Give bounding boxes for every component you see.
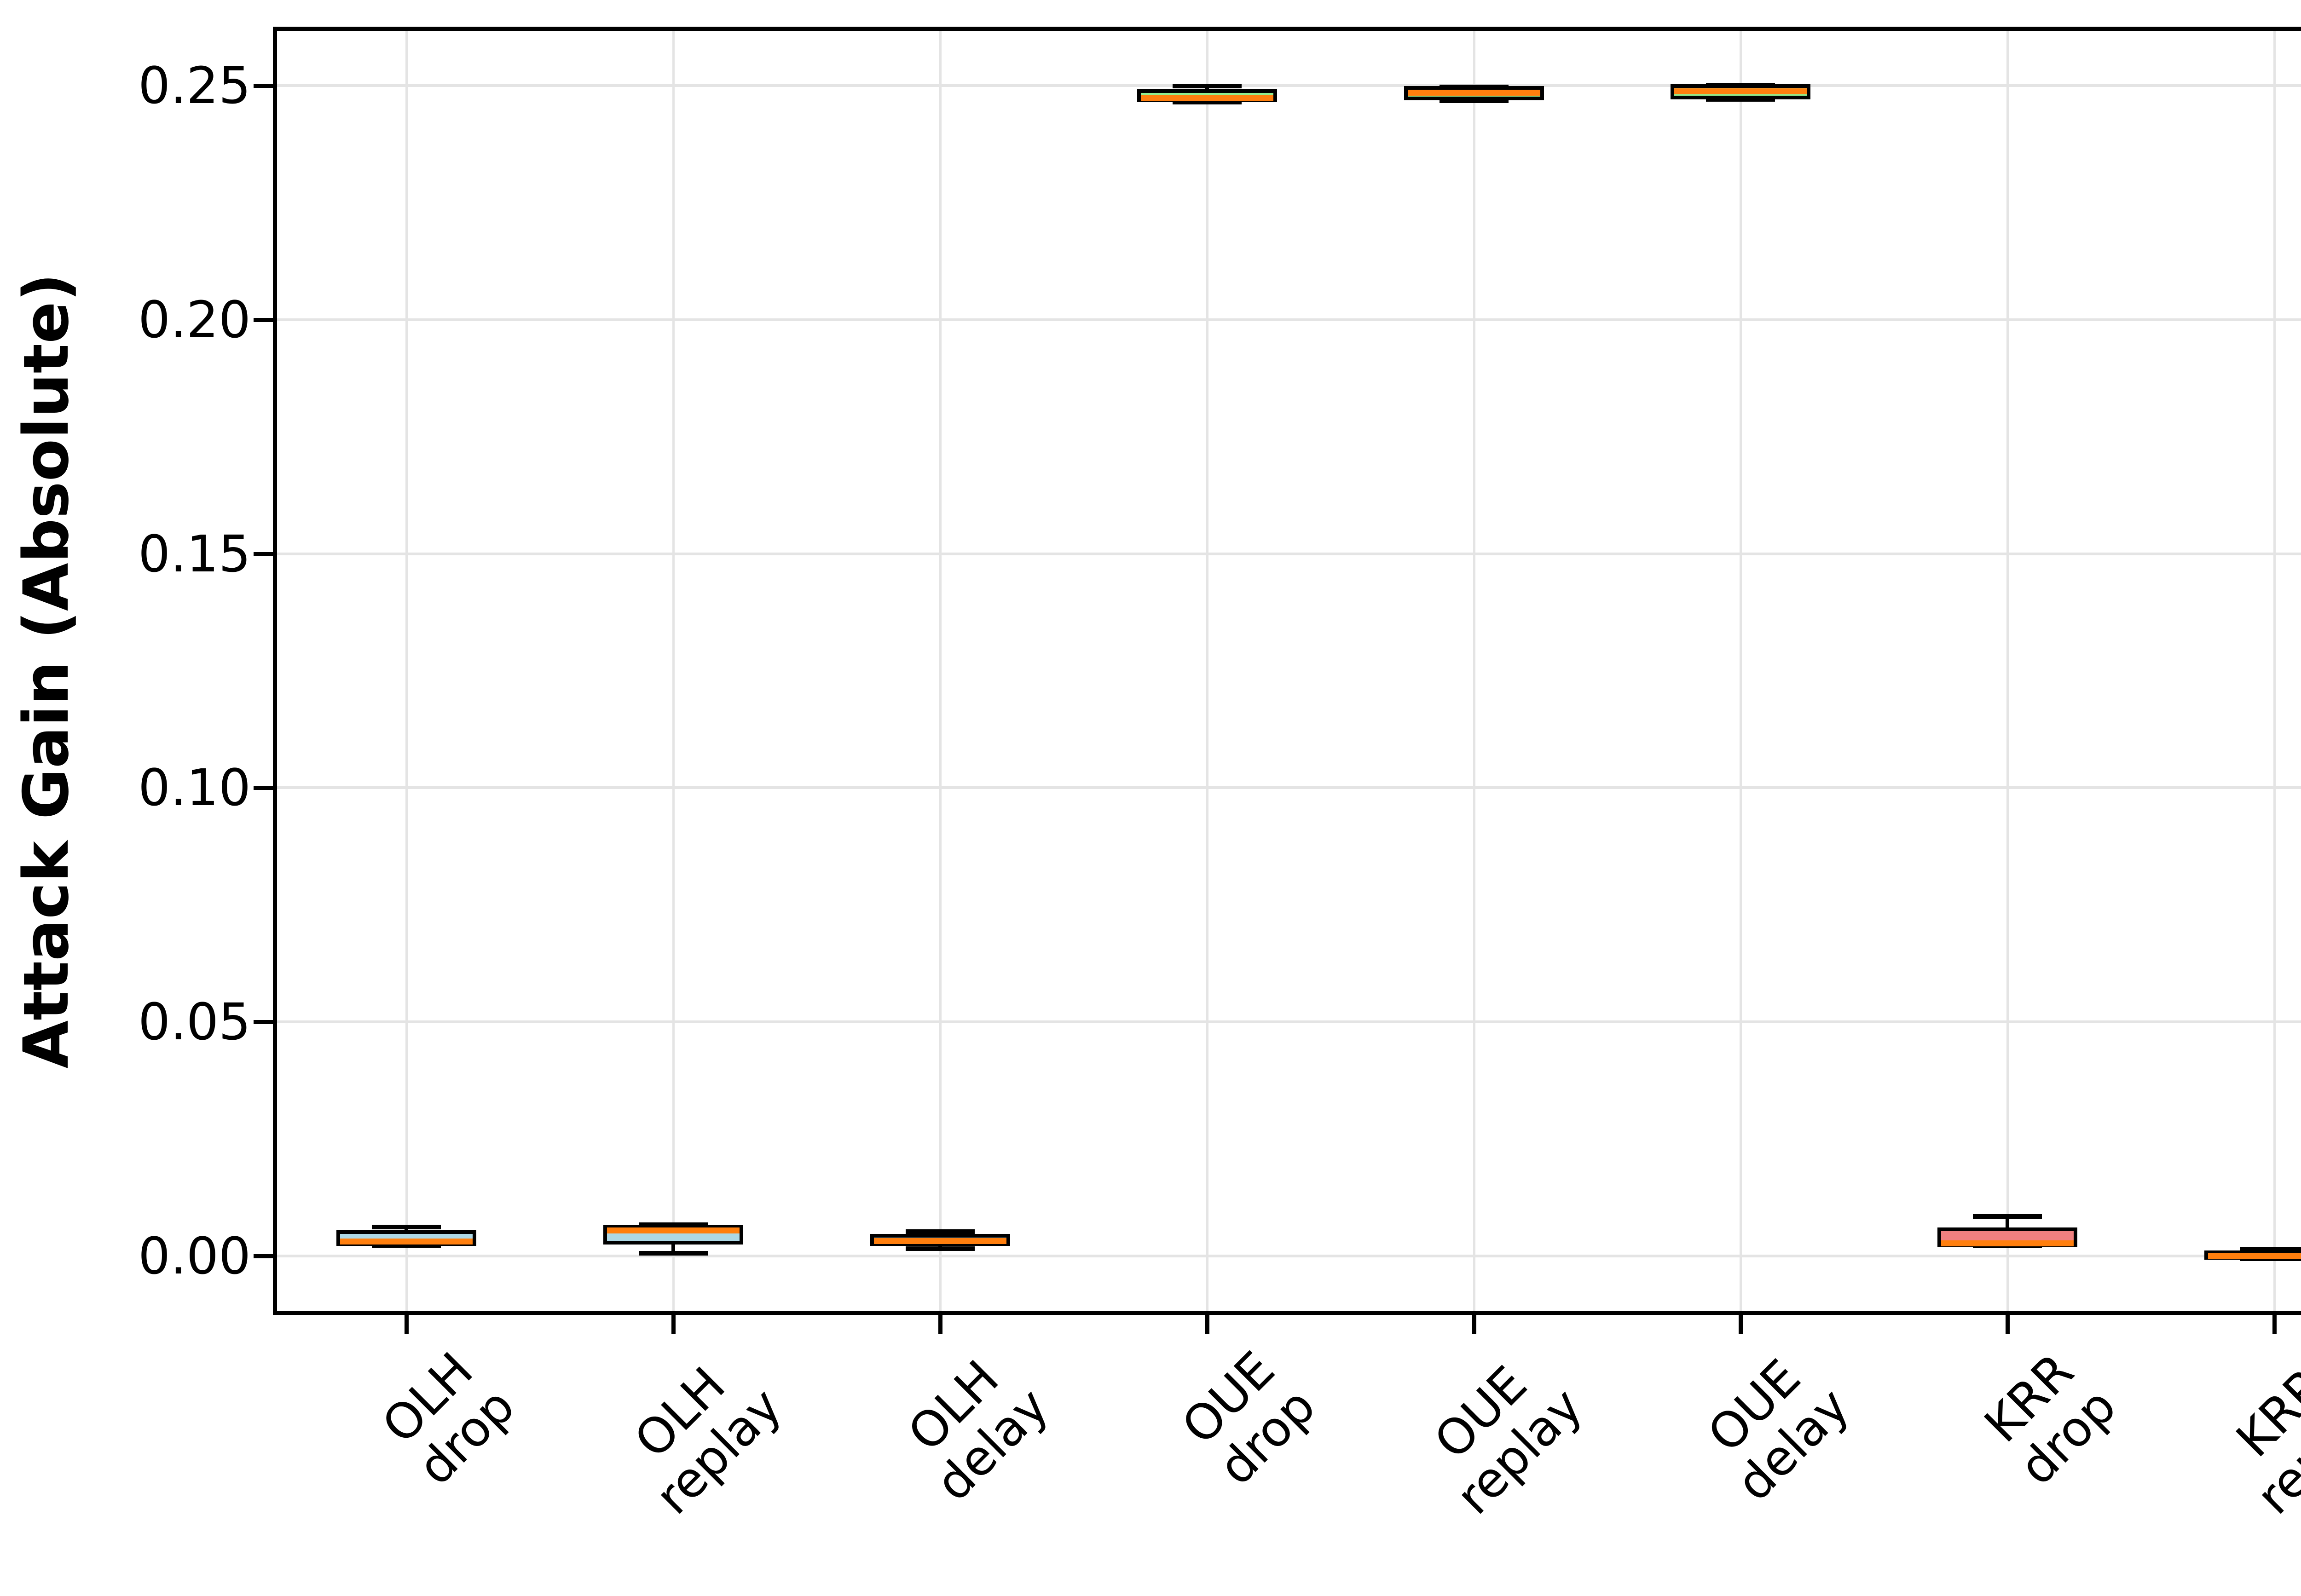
median-line: [1674, 88, 1807, 95]
gridline-vertical: [672, 31, 675, 1311]
y-tick: [254, 1020, 273, 1025]
box-edge-left: [1671, 84, 1675, 99]
gridline-horizontal: [277, 84, 2301, 87]
y-tick: [254, 552, 273, 556]
box-edge-top: [1137, 89, 1277, 93]
box-edge-bottom: [870, 1242, 1010, 1246]
box-edge-right: [1273, 89, 1277, 102]
gridline-vertical: [939, 31, 942, 1311]
x-tick: [938, 1315, 942, 1334]
box-edge-right: [1540, 86, 1544, 100]
box-edge-top: [2204, 1250, 2301, 1254]
x-tick-label: OLH replay: [624, 1356, 792, 1525]
y-tick-label: 0.00: [138, 1226, 251, 1285]
box-edge-top: [336, 1230, 476, 1234]
y-tick-label: 0.10: [138, 758, 251, 818]
x-tick-label: OUE replay: [1423, 1355, 1593, 1525]
y-tick: [254, 317, 273, 322]
y-axis-label: Attack Gain (Absolute): [10, 273, 82, 1069]
median-line: [340, 1239, 473, 1245]
y-tick: [254, 786, 273, 790]
box-edge-top: [603, 1225, 743, 1229]
gridline-horizontal: [277, 552, 2301, 555]
box-edge-left: [2204, 1250, 2208, 1260]
box-edge-left: [1137, 89, 1141, 102]
box-edge-left: [870, 1234, 874, 1246]
y-tick-label: 0.20: [138, 290, 251, 349]
box-edge-bottom: [1671, 95, 1811, 99]
gridline-vertical: [1473, 31, 1475, 1311]
gridline-horizontal: [277, 786, 2301, 789]
box-edge-top: [1404, 86, 1544, 90]
x-tick-label: KRR drop: [1973, 1342, 2127, 1496]
gridline-vertical: [405, 31, 408, 1311]
plot-area: [273, 27, 2301, 1315]
x-tick-label: KRR replay: [2226, 1357, 2301, 1525]
whisker-cap-bottom: [1172, 99, 1242, 104]
gridline-vertical: [1740, 31, 1742, 1311]
gridline-vertical: [1206, 31, 1208, 1311]
x-tick: [1205, 1315, 1209, 1334]
whisker-cap-top: [1973, 1214, 2042, 1219]
box-edge-left: [1404, 86, 1408, 100]
box-edge-right: [1006, 1234, 1010, 1246]
x-tick: [1739, 1315, 1743, 1334]
median-line: [1140, 94, 1273, 101]
y-tick: [254, 84, 273, 88]
x-tick: [1472, 1315, 1476, 1334]
whisker-cap-top: [638, 1222, 708, 1227]
box-edge-top: [1937, 1227, 2078, 1231]
y-tick-label: 0.15: [138, 524, 251, 583]
box-edge-right: [2074, 1227, 2078, 1247]
y-tick-label: 0.25: [138, 56, 251, 115]
x-tick: [404, 1315, 409, 1334]
whisker-cap-top: [905, 1229, 975, 1234]
box-edge-right: [472, 1230, 476, 1246]
box-edge-left: [336, 1230, 340, 1246]
whisker-cap-bottom: [638, 1250, 708, 1256]
box-edge-right: [739, 1225, 743, 1245]
median-line: [1941, 1240, 2074, 1247]
gridline-vertical: [2006, 31, 2009, 1311]
x-tick-label: OUE delay: [1697, 1348, 1860, 1512]
gridline-horizontal: [277, 318, 2301, 321]
box-edge-left: [603, 1225, 607, 1245]
median-line: [2208, 1252, 2301, 1259]
median-line: [873, 1238, 1006, 1245]
median-line: [1407, 90, 1540, 96]
box-edge-bottom: [1404, 96, 1544, 100]
whisker-cap-top: [1172, 84, 1242, 89]
gridline-vertical: [2273, 31, 2276, 1311]
box-edge-right: [1807, 84, 1811, 99]
whisker-cap-bottom: [905, 1246, 975, 1251]
box-edge-top: [870, 1234, 1010, 1238]
whisker-cap-bottom: [1439, 98, 1509, 103]
y-tick-label: 0.05: [138, 992, 251, 1052]
box-edge-left: [1937, 1227, 1942, 1247]
box-edge-bottom: [603, 1241, 743, 1245]
x-tick: [2006, 1315, 2010, 1334]
x-tick-label: OLH delay: [897, 1349, 1059, 1512]
median-line: [607, 1227, 740, 1233]
whisker-cap-bottom: [1706, 97, 1775, 102]
x-tick-label: OUE drop: [1171, 1341, 1326, 1496]
box-edge-top: [1671, 84, 1811, 88]
x-tick: [671, 1315, 676, 1334]
x-tick: [2272, 1315, 2277, 1334]
y-tick: [254, 1254, 273, 1258]
x-tick-label: OLH drop: [371, 1342, 526, 1496]
gridline-horizontal: [277, 1020, 2301, 1024]
gridline-horizontal: [277, 1254, 2301, 1257]
whisker-cap-top: [371, 1224, 441, 1229]
whisker-cap-top: [2240, 1247, 2301, 1252]
